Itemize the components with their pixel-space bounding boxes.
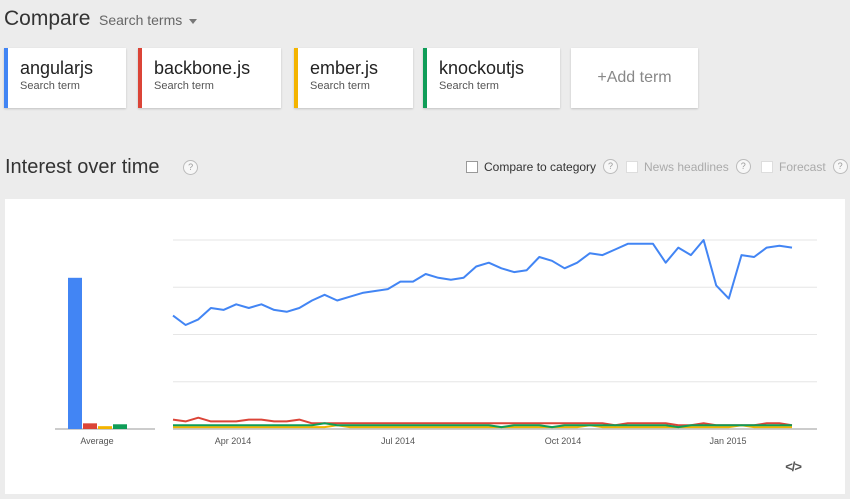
term-name: backbone.js xyxy=(154,58,251,78)
term-sublabel: Search term xyxy=(439,80,499,92)
term-color-bar xyxy=(294,48,298,108)
average-bar-knockoutjs xyxy=(113,424,127,429)
news-headlines-option[interactable]: News headlines ? xyxy=(626,159,751,174)
x-tick-label: Apr 2014 xyxy=(215,436,252,446)
chevron-down-icon xyxy=(189,18,198,24)
term-color-bar xyxy=(4,48,8,108)
term-sublabel: Search term xyxy=(20,80,80,92)
term-sublabel: Search term xyxy=(310,80,370,92)
page-title: Compare xyxy=(4,7,91,30)
section-title-text: Interest over time xyxy=(5,156,160,178)
term-card-knockout[interactable]: knockoutjs Search term xyxy=(423,48,560,108)
x-tick-label: Jul 2014 xyxy=(381,436,415,446)
term-sublabel: Search term xyxy=(154,80,214,92)
average-bar-backbone.js xyxy=(83,423,97,429)
series-line-knockoutjs xyxy=(173,422,792,429)
help-icon[interactable]: ? xyxy=(183,160,199,176)
average-label: Average xyxy=(80,436,113,446)
help-icon[interactable]: ? xyxy=(735,159,751,174)
term-name: angularjs xyxy=(20,58,94,78)
x-tick-label: Jan 2015 xyxy=(709,436,746,446)
news-headlines-checkbox[interactable] xyxy=(626,160,638,173)
compare-to-category-option[interactable]: Compare to category ? xyxy=(466,159,619,174)
forecast-checkbox[interactable] xyxy=(761,160,773,173)
series-line-angularjs xyxy=(172,239,793,326)
help-icon[interactable]: ? xyxy=(603,159,619,174)
term-color-bar xyxy=(138,48,142,108)
forecast-option[interactable]: Forecast ? xyxy=(761,159,848,174)
chart-panel: Average Apr 2014 Jul 2014 Oct 2014 Jan 2015 … xyxy=(5,199,845,494)
compare-category-label: Compare to category xyxy=(484,159,597,174)
compare-category-checkbox[interactable] xyxy=(466,160,478,173)
term-card-angularjs[interactable]: angularjs Search term xyxy=(4,48,126,108)
term-color-bar xyxy=(423,48,427,108)
term-card-ember[interactable]: ember.js Search term xyxy=(294,48,413,108)
term-card-backbone[interactable]: backbone.js Search term xyxy=(138,48,281,108)
search-terms-dropdown[interactable]: Search terms xyxy=(99,12,198,28)
section-title: Interest over time ? xyxy=(5,156,199,179)
average-bar-angularjs xyxy=(68,277,82,429)
x-tick-label: Oct 2014 xyxy=(545,436,582,446)
search-terms-label: Search terms xyxy=(99,12,183,28)
series-line-ember.js xyxy=(173,424,792,429)
add-term-button[interactable]: +Add term xyxy=(571,48,698,108)
average-bar-ember.js xyxy=(98,426,112,429)
interest-chart: Average Apr 2014 Jul 2014 Oct 2014 Jan 2015 xyxy=(55,239,817,446)
embed-code-icon[interactable]: </> xyxy=(785,459,802,474)
help-icon[interactable]: ? xyxy=(832,159,848,174)
term-name: knockoutjs xyxy=(439,58,525,78)
term-name: ember.js xyxy=(310,58,379,78)
news-headlines-label: News headlines xyxy=(644,159,729,174)
forecast-label: Forecast xyxy=(779,159,826,174)
series-line-backbone.js xyxy=(172,416,793,427)
